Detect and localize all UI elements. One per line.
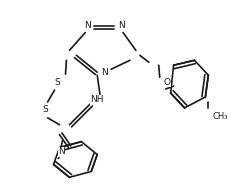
Text: S: S [55,78,61,87]
Text: N: N [101,68,108,77]
Text: N: N [118,21,125,30]
Text: CH₃: CH₃ [212,112,228,121]
Text: N: N [58,147,65,156]
Text: O: O [163,78,170,87]
Text: N: N [84,21,91,30]
Text: S: S [43,105,49,114]
Text: NH: NH [91,95,104,104]
